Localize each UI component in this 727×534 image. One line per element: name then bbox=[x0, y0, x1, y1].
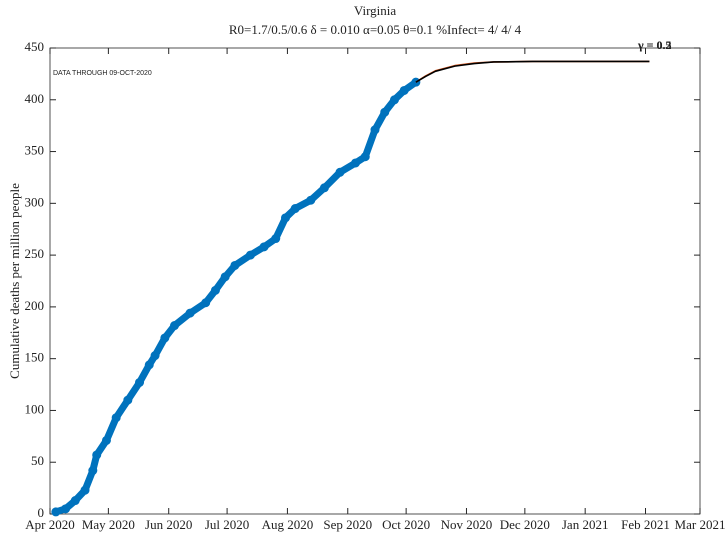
y-tick-label: 150 bbox=[25, 350, 45, 365]
x-tick-label: Nov 2020 bbox=[441, 517, 493, 532]
data-point bbox=[92, 450, 102, 460]
y-axis-label: Cumulative deaths per million people bbox=[7, 183, 22, 379]
data-point bbox=[111, 413, 121, 423]
data-point bbox=[210, 285, 220, 295]
data-point bbox=[101, 435, 111, 445]
x-tick-label: Sep 2020 bbox=[323, 517, 372, 532]
x-tick-label: Mar 2021 bbox=[675, 517, 726, 532]
series-line bbox=[415, 60, 650, 83]
data-point bbox=[370, 125, 380, 135]
plot-frame bbox=[49, 47, 701, 515]
data-point bbox=[170, 321, 180, 331]
x-tick-label: Dec 2020 bbox=[500, 517, 550, 532]
annotation: γ = 0.5 bbox=[637, 38, 671, 52]
y-tick-label: 50 bbox=[31, 453, 44, 468]
data-point bbox=[271, 234, 281, 244]
x-tick-label: Jul 2020 bbox=[205, 517, 249, 532]
y-tick-label: 400 bbox=[25, 91, 45, 106]
x-tick-label: May 2020 bbox=[82, 517, 135, 532]
y-tick-label: 200 bbox=[25, 298, 45, 313]
data-point bbox=[280, 213, 290, 223]
data-point bbox=[88, 466, 98, 476]
y-tick-label: 300 bbox=[25, 194, 45, 209]
x-tick-label: Feb 2021 bbox=[621, 517, 670, 532]
y-tick-label: 350 bbox=[25, 143, 45, 158]
data-point bbox=[144, 360, 154, 370]
annotation: DATA THROUGH 09-OCT-2020 bbox=[53, 70, 152, 77]
data-point bbox=[51, 507, 61, 517]
x-tick-label: Jun 2020 bbox=[145, 517, 192, 532]
data-point bbox=[150, 351, 160, 361]
y-tick-label: 450 bbox=[25, 39, 45, 54]
x-tick-label: Oct 2020 bbox=[382, 517, 430, 532]
data-point bbox=[123, 395, 133, 405]
data-point bbox=[380, 107, 390, 117]
data-point bbox=[360, 152, 370, 162]
data-point bbox=[220, 272, 230, 282]
x-tick-label: Jan 2021 bbox=[562, 517, 609, 532]
chart-title: Virginia bbox=[354, 3, 397, 18]
data-point bbox=[290, 204, 300, 214]
data-point bbox=[185, 308, 195, 318]
chart-subtitle: R0=1.7/0.5/0.6 δ = 0.010 α=0.05 θ=0.1 %I… bbox=[229, 22, 522, 37]
data-point bbox=[399, 85, 409, 95]
data-point bbox=[259, 242, 269, 252]
data-point bbox=[61, 504, 71, 514]
data-point bbox=[80, 485, 90, 495]
data-point bbox=[245, 250, 255, 260]
data-point bbox=[389, 95, 399, 105]
data-point bbox=[135, 377, 145, 387]
data-point bbox=[201, 298, 211, 308]
data-point bbox=[335, 167, 345, 177]
y-tick-label: 100 bbox=[25, 401, 45, 416]
y-tick-label: 250 bbox=[25, 246, 45, 261]
y-tick-label: 0 bbox=[38, 505, 45, 520]
data-point bbox=[230, 260, 240, 270]
series-line bbox=[54, 79, 418, 516]
series-line bbox=[415, 60, 650, 83]
data-point bbox=[306, 195, 316, 205]
x-tick-label: Apr 2020 bbox=[25, 517, 74, 532]
data-point bbox=[319, 183, 329, 193]
data-point bbox=[160, 333, 170, 343]
data-point bbox=[351, 158, 361, 168]
x-tick-label: Aug 2020 bbox=[262, 517, 314, 532]
data-point bbox=[70, 496, 80, 506]
